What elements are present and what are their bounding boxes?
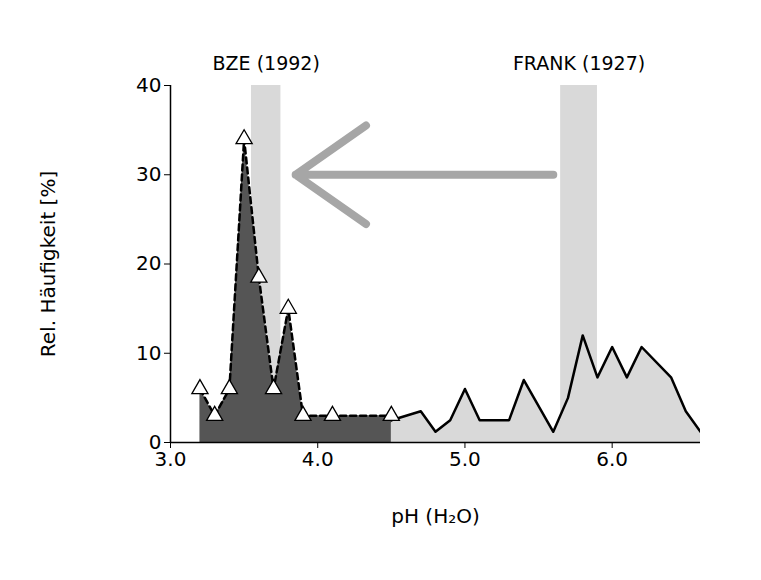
svg-text:BZE (1992): BZE (1992) — [213, 52, 320, 74]
svg-text:30: 30 — [136, 162, 161, 186]
svg-text:Rel. Häufigkeit [%]: Rel. Häufigkeit [%] — [36, 171, 60, 357]
svg-text:6.0: 6.0 — [596, 447, 628, 471]
svg-text:pH (H₂O): pH (H₂O) — [391, 504, 480, 528]
svg-text:20: 20 — [136, 251, 161, 275]
svg-text:FRANK (1927): FRANK (1927) — [513, 52, 645, 74]
svg-text:10: 10 — [136, 341, 161, 365]
svg-text:40: 40 — [136, 73, 161, 97]
svg-text:3.0: 3.0 — [155, 447, 187, 471]
svg-text:4.0: 4.0 — [302, 447, 334, 471]
svg-text:0: 0 — [148, 429, 162, 454]
svg-text:5.0: 5.0 — [449, 447, 481, 471]
